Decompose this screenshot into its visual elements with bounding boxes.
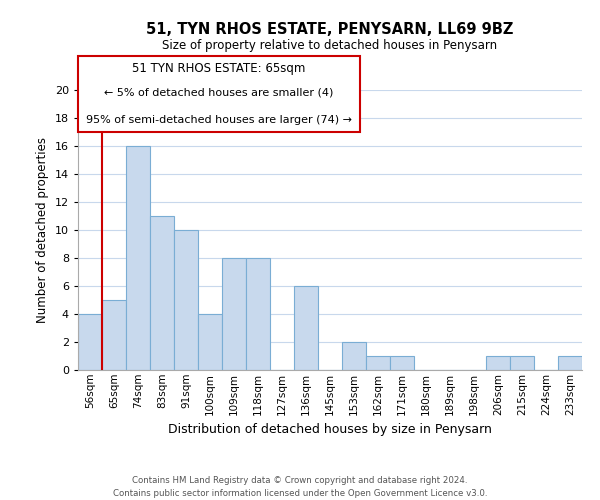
Bar [78,314,102,370]
Bar [294,286,318,370]
FancyBboxPatch shape [78,56,360,132]
Text: 51 TYN RHOS ESTATE: 65sqm: 51 TYN RHOS ESTATE: 65sqm [133,62,306,75]
Bar [558,356,582,370]
Bar [510,356,534,370]
Text: Size of property relative to detached houses in Penysarn: Size of property relative to detached ho… [163,39,497,52]
Text: Contains HM Land Registry data © Crown copyright and database right 2024.
Contai: Contains HM Land Registry data © Crown c… [113,476,487,498]
Y-axis label: Number of detached properties: Number of detached properties [36,137,49,323]
Bar [222,258,246,370]
Bar [246,258,270,370]
Bar [126,146,150,370]
Text: ← 5% of detached houses are smaller (4): ← 5% of detached houses are smaller (4) [104,87,334,97]
Text: 95% of semi-detached houses are larger (74) →: 95% of semi-detached houses are larger (… [86,115,352,125]
Bar [366,356,390,370]
X-axis label: Distribution of detached houses by size in Penysarn: Distribution of detached houses by size … [168,423,492,436]
Bar [102,300,126,370]
Bar [486,356,510,370]
Bar [198,314,222,370]
Bar [342,342,366,370]
Bar [390,356,414,370]
Text: 51, TYN RHOS ESTATE, PENYSARN, LL69 9BZ: 51, TYN RHOS ESTATE, PENYSARN, LL69 9BZ [146,22,514,38]
Bar [150,216,174,370]
Bar [174,230,198,370]
